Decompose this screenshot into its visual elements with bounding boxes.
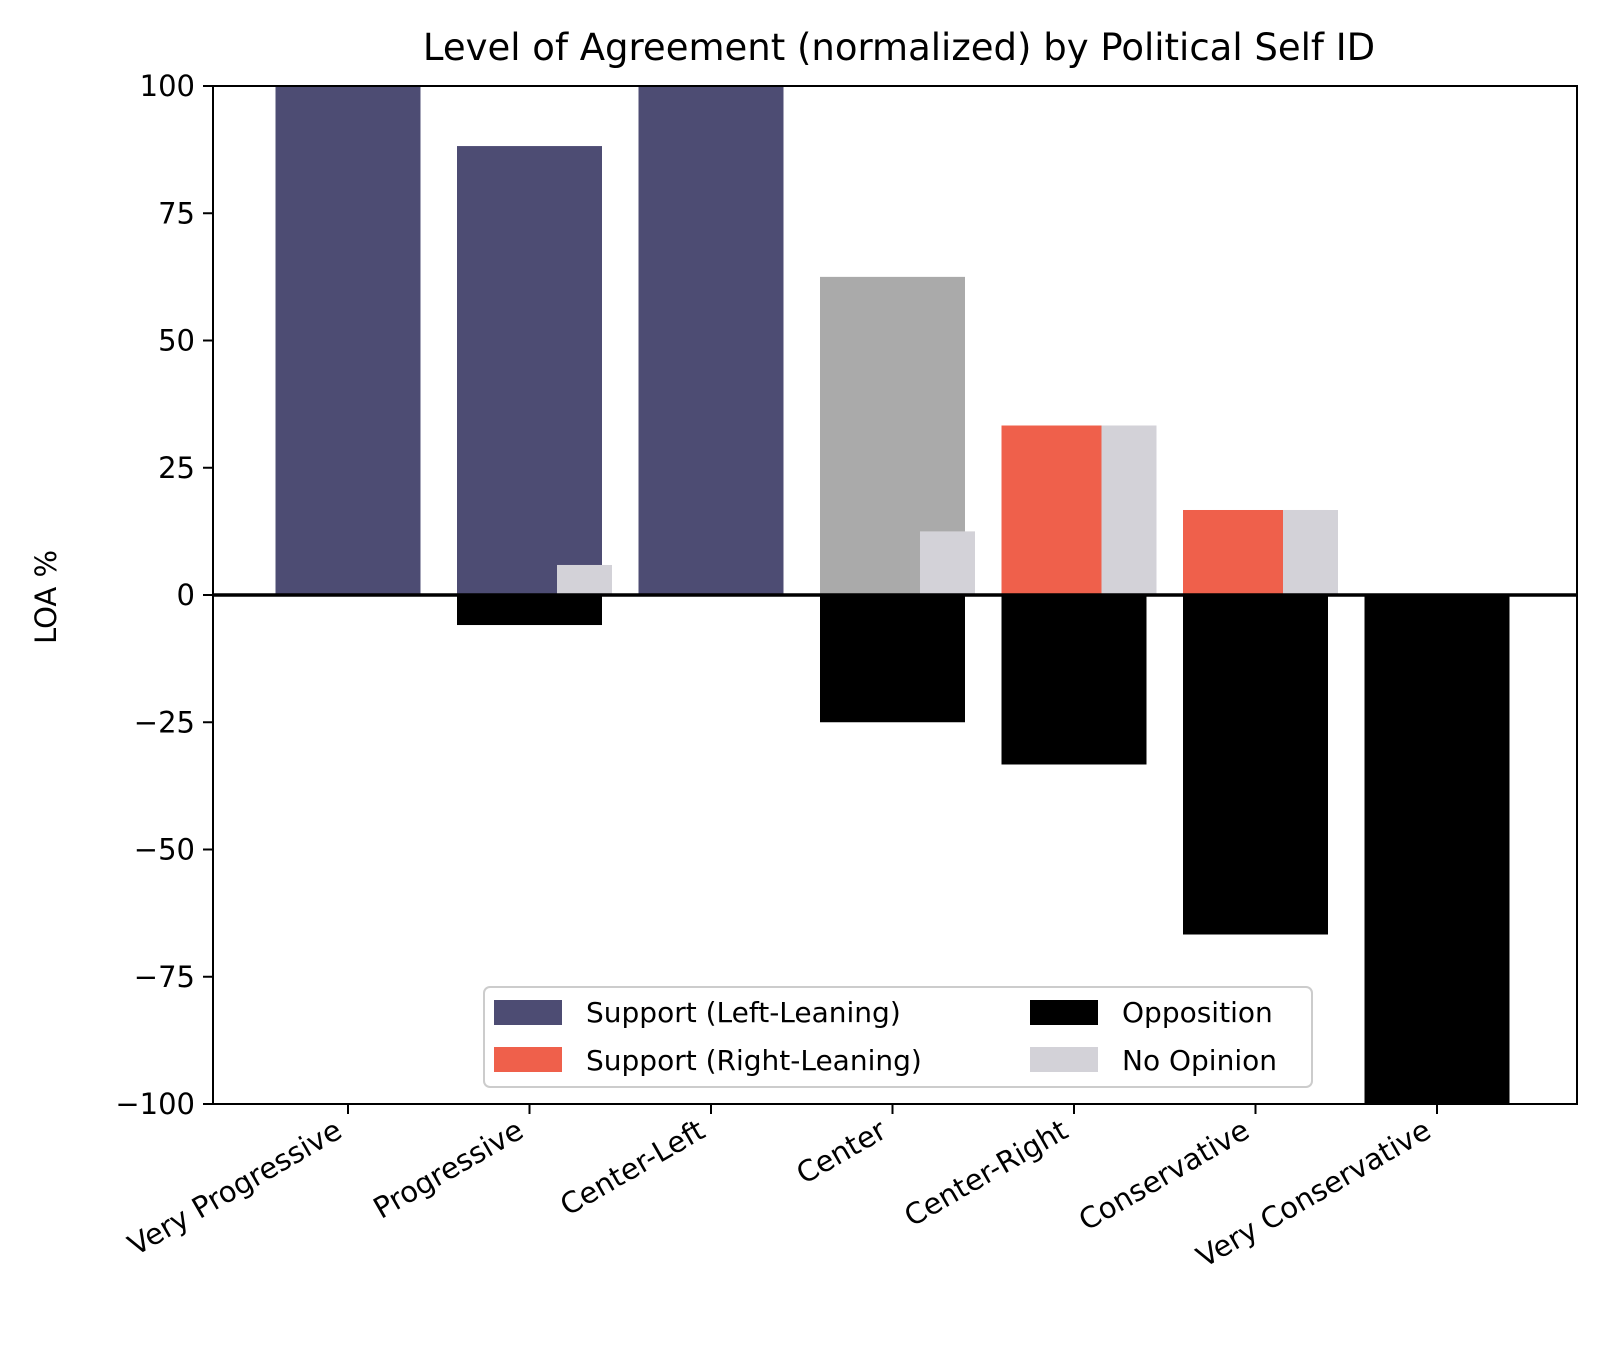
- legend-label-no-opinion: No Opinion: [1122, 1044, 1277, 1077]
- legend-swatch-support-right: [494, 1047, 562, 1072]
- legend-label-opposition: Opposition: [1122, 996, 1273, 1029]
- x-axis: Very Progressive Progressive Center-Left Ce…: [122, 1104, 1438, 1274]
- legend-label-support-left: Support (Left-Leaning): [586, 996, 901, 1029]
- bar-no-opinion-5: [1283, 509, 1338, 595]
- y-tick-label: −75: [134, 960, 195, 994]
- bar-opposition-4: [1001, 595, 1147, 765]
- x-tick-label: Very Progressive: [122, 1113, 347, 1263]
- y-tick-label: −25: [134, 705, 195, 739]
- y-tick-label: −50: [134, 833, 195, 867]
- legend-swatch-opposition: [1030, 1000, 1098, 1025]
- bar-opposition-5: [1183, 595, 1328, 935]
- bar-support-0: [275, 86, 421, 595]
- y-tick-label: 0: [177, 578, 195, 612]
- y-axis: 100 75 50 25 0 −25 −50 −75 −100: [115, 69, 213, 1121]
- y-axis-label: LOA %: [29, 550, 63, 644]
- y-tick-label: 25: [158, 451, 195, 485]
- bar-no-opinion-4: [1101, 425, 1157, 595]
- legend-swatch-support-left: [494, 1000, 562, 1025]
- x-tick-label: Center-Left: [554, 1113, 710, 1223]
- bars-layer: [275, 86, 1510, 1104]
- legend-frame: [483, 986, 1313, 1088]
- x-tick-label: Progressive: [368, 1113, 529, 1226]
- x-tick-label: Conservative: [1073, 1113, 1255, 1238]
- bar-no-opinion-1: [557, 564, 612, 595]
- legend-label-support-right: Support (Right-Leaning): [586, 1044, 922, 1077]
- y-tick-label: 100: [140, 69, 195, 103]
- bar-no-opinion-3: [920, 531, 975, 595]
- bar-opposition-3: [820, 595, 965, 723]
- bar-support-1: [457, 146, 602, 595]
- bar-opposition-6: [1364, 595, 1510, 1104]
- x-tick-label: Center: [790, 1113, 892, 1191]
- bar-opposition-1: [457, 595, 602, 626]
- legend-swatch-no-opinion: [1030, 1047, 1098, 1072]
- y-tick-label: −100: [115, 1087, 195, 1121]
- y-tick-label: 50: [158, 324, 195, 358]
- chart-title: Level of Agreement (normalized) by Polit…: [423, 26, 1375, 69]
- x-tick-label: Center-Right: [898, 1113, 1073, 1234]
- legend: Support (Left-Leaning) Support (Right-Le…: [483, 986, 1313, 1088]
- bar-support-2: [638, 86, 784, 595]
- y-tick-label: 75: [158, 196, 195, 230]
